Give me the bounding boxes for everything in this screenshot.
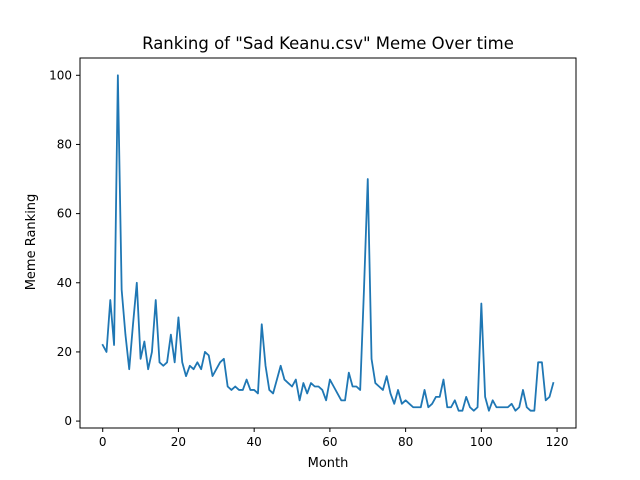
- x-tick-label: 40: [247, 435, 262, 449]
- series-line: [101, 74, 555, 412]
- x-tick-label: 100: [470, 435, 493, 449]
- y-tick-label: 20: [57, 345, 72, 359]
- axes-frame: [79, 57, 577, 429]
- x-tick-label: 20: [171, 435, 186, 449]
- y-tick-label: 0: [64, 414, 72, 428]
- x-tick-label: 120: [546, 435, 569, 449]
- x-tick-label: 0: [99, 435, 107, 449]
- y-tick-label: 100: [49, 68, 72, 82]
- x-tick-label: 80: [398, 435, 413, 449]
- y-axis-label: Meme Ranking: [24, 194, 39, 291]
- x-tick-label: 60: [322, 435, 337, 449]
- y-tick-label: 80: [57, 137, 72, 151]
- y-tick-label: 40: [57, 276, 72, 290]
- y-tick-label: 60: [57, 207, 72, 221]
- plot-area: [79, 57, 577, 429]
- x-axis-label: Month: [308, 456, 349, 471]
- chart-title: Ranking of "Sad Keanu.csv" Meme Over tim…: [142, 34, 514, 53]
- y-axis: 0 20 40 60 80 100: [49, 68, 80, 428]
- x-axis: 0 20 40 60 80 100 120: [99, 428, 569, 449]
